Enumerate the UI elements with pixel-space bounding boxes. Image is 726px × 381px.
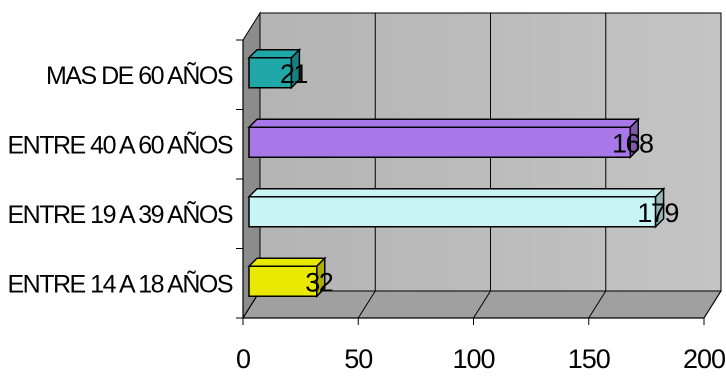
bar-mas-de-60-anos <box>247 47 302 90</box>
floor-gridline-100 <box>473 290 491 319</box>
data-label-mas-de-60-anos: 21 <box>280 59 308 89</box>
bar-end <box>290 47 301 90</box>
floor-gridline-200 <box>703 290 722 319</box>
tick-label-200: 200 <box>683 344 725 374</box>
bar-end <box>654 186 665 229</box>
category-labels: MAS DE 60 AÑOS ENTRE 40 A 60 AÑOS ENTRE 19… <box>7 61 234 299</box>
bar-entre-19-a-39-anos <box>247 186 666 229</box>
bar-front <box>248 126 631 158</box>
bar-end <box>629 117 639 160</box>
category-label-entre-40-a-60-anos: ENTRE 40 A 60 AÑOS <box>7 130 232 159</box>
category-label-entre-14-a-18-anos: ENTRE 14 A 18 AÑOS <box>7 269 232 298</box>
bar-entre-14-a-18-anos <box>247 256 327 299</box>
tick-label-0: 0 <box>236 344 250 374</box>
axes <box>236 39 705 325</box>
data-label-entre-19-a-39-anos: 179 <box>637 198 678 228</box>
bar-front <box>248 196 657 228</box>
floor-gridline-150 <box>588 290 607 319</box>
data-label-entre-14-a-18-anos: 32 <box>305 267 333 297</box>
floor-gridline-50 <box>357 290 376 319</box>
tick-label-50: 50 <box>344 344 372 374</box>
bar-top <box>247 257 327 267</box>
data-label-entre-40-a-60-anos: 168 <box>612 128 653 158</box>
category-label-entre-19-a-39-anos: ENTRE 19 A 39 AÑOS <box>7 200 232 229</box>
data-labels: 21 168 179 32 <box>280 59 680 298</box>
bar-top <box>247 188 666 198</box>
bar-front <box>248 265 318 297</box>
category-label-mas-de-60-anos: MAS DE 60 AÑOS <box>46 61 233 90</box>
bars <box>247 47 666 299</box>
bar-entre-40-a-60-anos <box>247 117 641 160</box>
tick-label-150: 150 <box>568 344 610 374</box>
bar-end <box>316 256 326 299</box>
tick-label-100: 100 <box>452 344 494 374</box>
bar-top <box>247 118 641 128</box>
tick-labels: 0 50 100 150 200 <box>236 344 726 374</box>
